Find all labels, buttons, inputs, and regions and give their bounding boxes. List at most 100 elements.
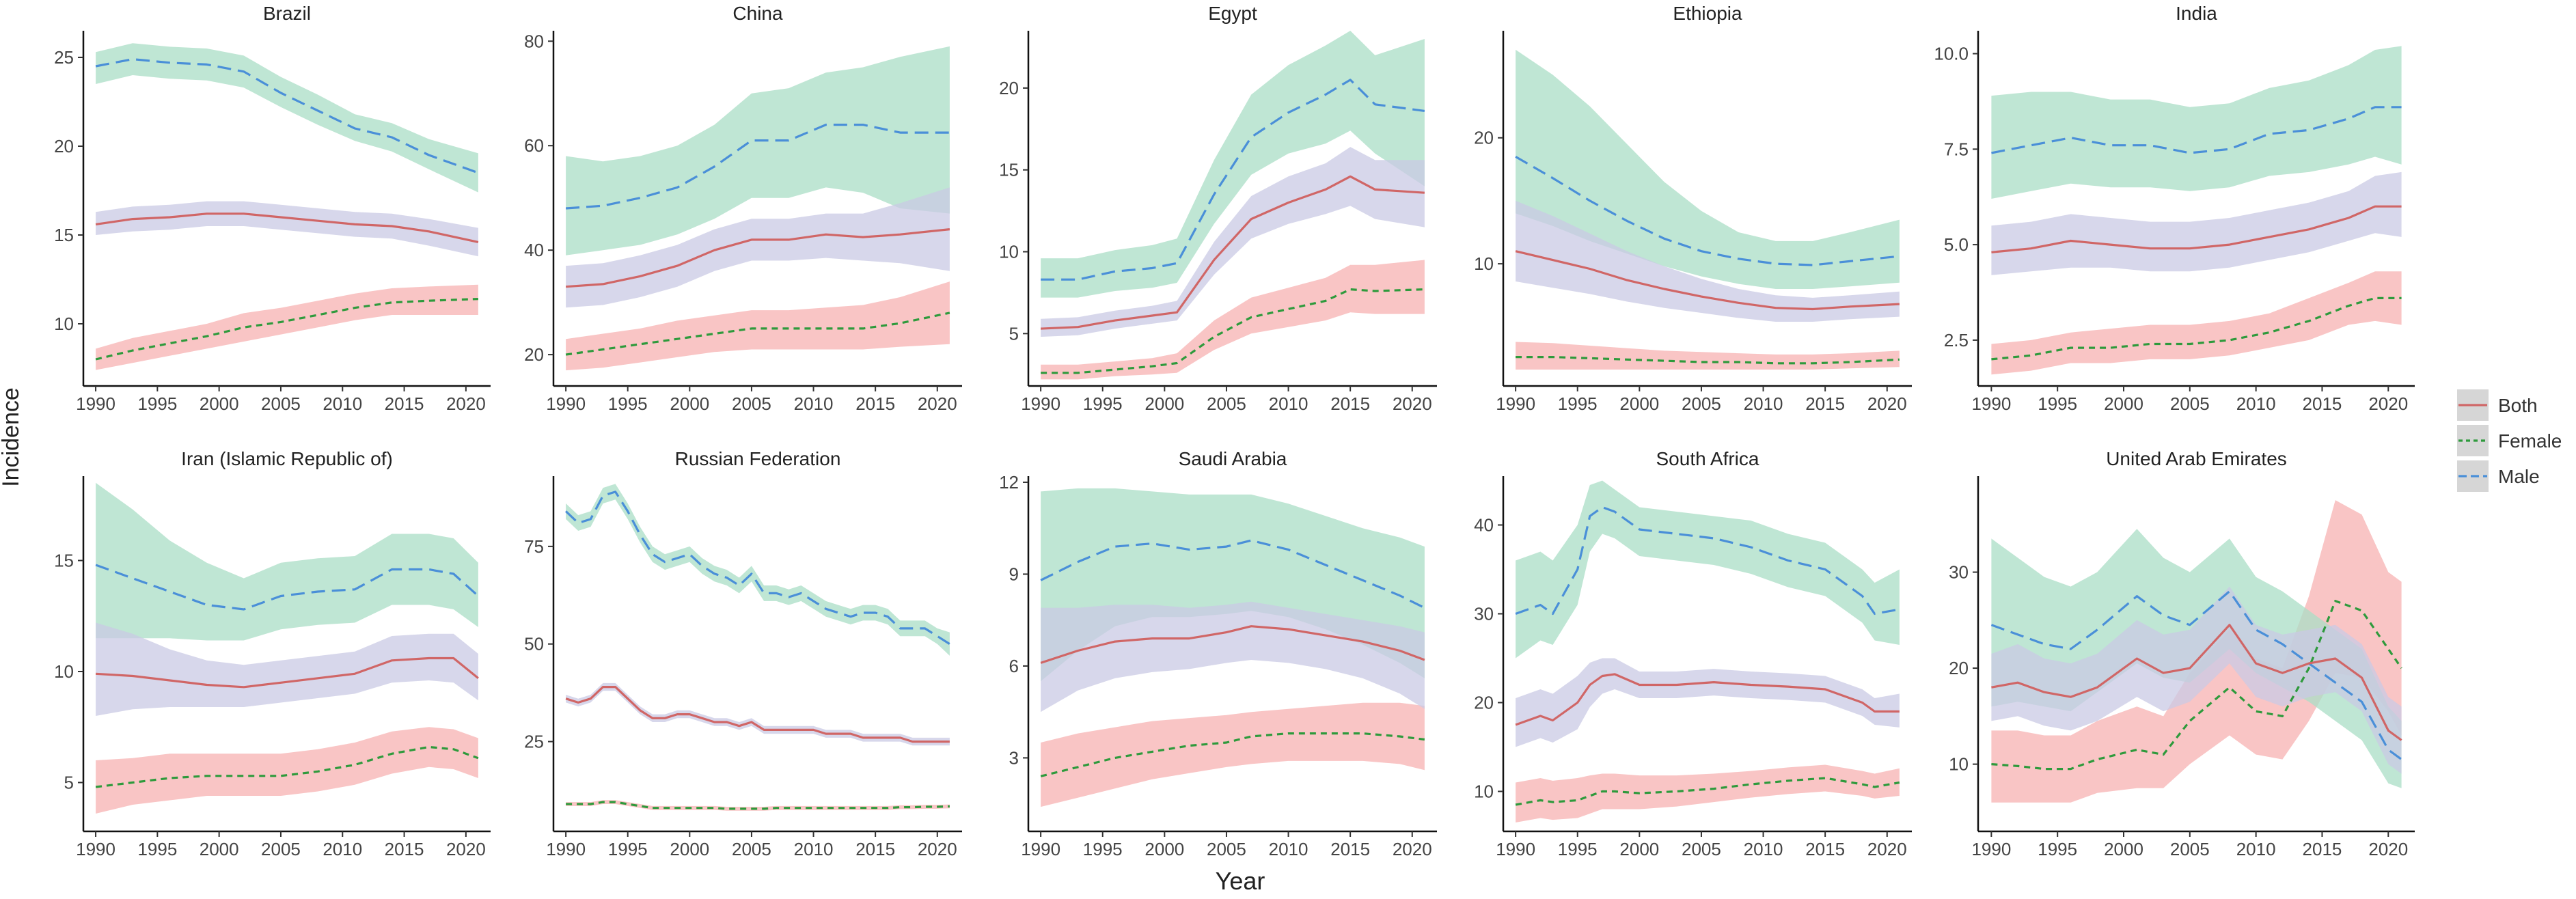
x-tick-label: 1995 [1083,393,1123,414]
band-both [566,187,950,308]
band-female [1516,342,1900,370]
panel-united-arab-emirates: United Arab Emirates 10 20 30 1990 1995 2000 20… [1949,448,2415,859]
y-tick-label: 5.0 [1944,234,1969,255]
line-male [1990,590,2402,760]
y-axis-label: Incidence [0,387,24,487]
x-tick-label: 1990 [1021,393,1060,414]
y-tick-label: 30 [1949,562,1969,583]
x-tick-label: 2020 [446,393,486,414]
line-both [1515,250,1900,311]
x-tick-label: 2015 [1330,839,1370,859]
y-tick-label: 15 [999,160,1019,180]
x-tick-label: 1990 [1496,393,1535,414]
x-tick-label: 1995 [1558,393,1598,414]
x-tick-label: 2010 [2236,393,2276,414]
y-tick-label: 80 [524,31,544,51]
legend-label: Female [2498,430,2562,452]
line-male [1040,539,1425,609]
line-male [1515,156,1900,266]
uncertainty-bands [96,482,478,814]
x-tick-label: 1995 [2038,393,2077,414]
x-tick-label: 2005 [1682,393,1721,414]
x-tick-label: 2015 [385,393,424,414]
y-tick-label: 9 [1009,564,1019,584]
x-tick-label: 2020 [446,839,486,859]
line-both [1515,673,1900,726]
band-male [1516,480,1900,659]
y-tick-label: 5 [64,773,74,793]
x-tick-label: 2000 [200,393,239,414]
line-both [1041,175,1425,330]
y-tick-label: 75 [524,536,544,557]
x-tick-label: 2010 [1269,839,1308,859]
line-both [1991,205,2402,253]
y-tick-label: 40 [524,240,544,260]
x-tick-label: 2020 [1393,393,1432,414]
x-tick-label: 2020 [1867,393,1907,414]
uncertainty-bands [1516,480,1900,822]
x-tick-label: 2020 [918,393,957,414]
x-tick-label: 2005 [732,393,771,414]
x-tick-label: 1990 [1971,839,2011,859]
line-both [565,685,950,743]
line-female [1516,355,1900,365]
x-tick-label: 2015 [1805,839,1845,859]
x-tick-label: 2020 [918,839,957,859]
y-tick-label: 6 [1009,656,1019,676]
y-tick-label: 25 [54,47,74,68]
band-both [96,622,478,716]
x-tick-label: 1990 [1971,393,2011,414]
series-lines [565,124,950,356]
y-tick-label: 20 [54,136,74,156]
x-tick-label: 2010 [1744,393,1783,414]
x-tick-label: 1990 [76,839,115,859]
x-tick-label: 2000 [2104,393,2143,414]
x-tick-label: 2000 [1619,393,1659,414]
x-tick-label: 2015 [2303,393,2342,414]
uncertainty-bands [1516,49,1900,370]
x-tick-label: 2010 [323,839,362,859]
x-tick-label: 1995 [2038,839,2077,859]
panel-ethiopia: Ethiopia 10 20 1990 1995 2000 2005 2010 2015 2020 [1474,3,1912,414]
band-both [1991,171,2402,275]
series-lines [1990,590,2402,771]
panel-china: China 20 40 60 80 1990 1995 2000 2005 2010 2015 202… [524,3,962,414]
line-female [565,312,950,356]
legend-item-both: Both [2457,389,2538,421]
x-axis-label: Year [1216,867,1265,895]
band-both [1516,658,1900,747]
band-both [566,682,950,746]
y-tick-label: 50 [524,634,544,654]
uncertainty-bands [566,46,950,371]
line-male [564,490,950,646]
x-tick-label: 2020 [1867,839,1907,859]
line-male [95,57,479,174]
line-male [1041,79,1425,281]
x-tick-label: 2005 [2170,393,2210,414]
x-tick-label: 2005 [1207,839,1246,859]
band-female [566,281,950,371]
panel-title: Saudi Arabia [1179,448,1287,469]
x-tick-label: 1990 [76,393,115,414]
y-tick-label: 10 [1949,754,1969,775]
line-both [1991,624,2402,741]
x-tick-label: 2015 [855,393,895,414]
x-tick-label: 2015 [1330,393,1370,414]
band-female [96,284,478,370]
x-tick-label: 2010 [794,393,834,414]
x-tick-label: 2020 [1393,839,1432,859]
band-male [1991,46,2402,199]
panel-title: Russian Federation [675,448,841,469]
panel-iran-islamic-republic-of-: Iran (Islamic Republic of) 5 10 15 1990 1995 2… [54,448,491,859]
y-tick-label: 30 [1474,604,1494,624]
y-tick-label: 20 [999,78,1019,98]
band-female [1991,271,2402,375]
y-tick-label: 12 [999,472,1019,493]
panel-russian-federation: Russian Federation 25 50 75 1990 1995 2000 2005… [524,448,962,859]
line-both [1040,625,1425,664]
y-tick-label: 10 [1474,253,1494,274]
y-tick-label: 25 [524,732,544,752]
series-lines [1040,539,1425,777]
